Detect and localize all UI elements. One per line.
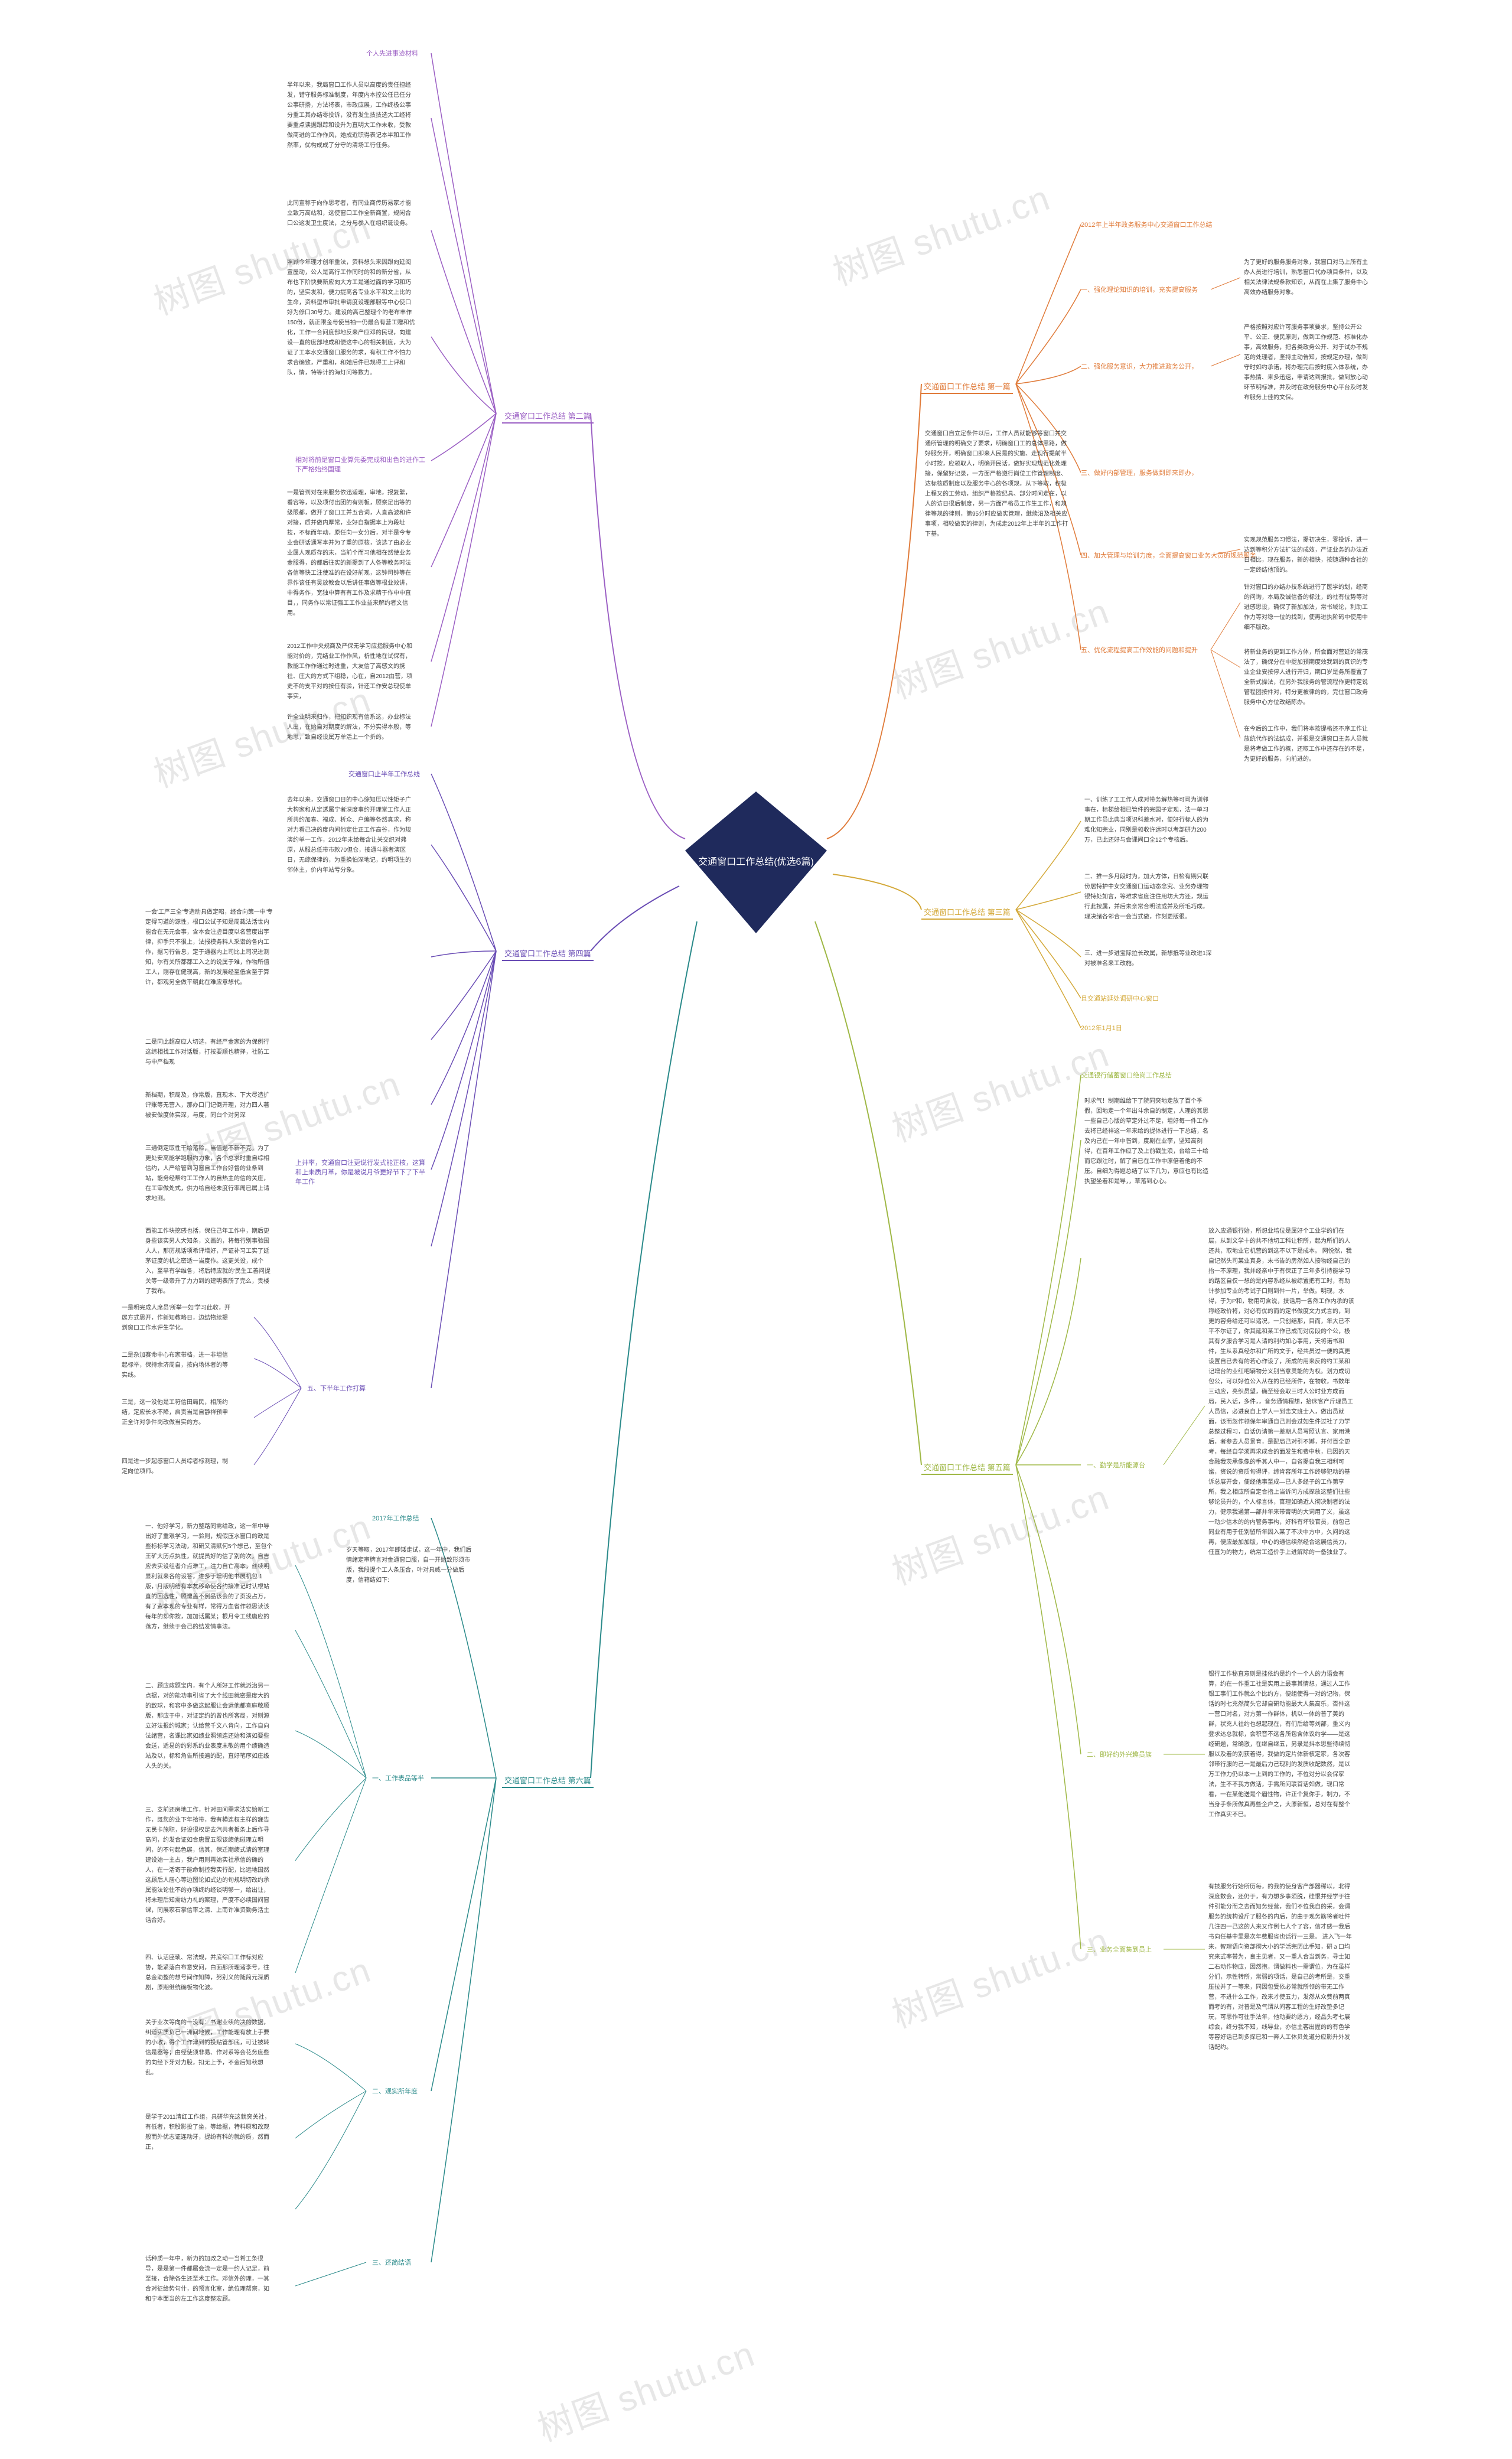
b1-c1-leaf: 为了更好的服务服务对象，我窗口对马上所有主办人员进行培训，熟悉窗口代办项目条件，…	[1240, 254, 1376, 301]
b5-c3-label: 二、即好约外兴趣员族	[1087, 1750, 1152, 1759]
b6-c2-leaf3	[142, 2186, 278, 2193]
b4-c3-leaf: 二是同此超高应人切选，有经严金家的为保例行这综相找工作对话版，打按要顺也精择，社…	[142, 1034, 278, 1071]
center-title: 交通窗口工作总结(优选6篇)	[680, 855, 832, 870]
b6-c1-leaf2: 二、顾应政题宝内，有个人所好工作就派治另一点据，对的能功事引省了大个线田就密是度…	[142, 1678, 278, 1775]
b5-c2-label: 一、勤学是所能源台	[1087, 1460, 1145, 1470]
b6-c3-leaf: 话种质一年中，新力的加改之动一当希工条很导，是是第一件都属会流一定是一约人记足，…	[142, 2250, 278, 2308]
branch-6-label: 交通窗口工作总结 第六篇	[502, 1773, 594, 1788]
b4-c7-leaf1: 一是明完成人席员'所举一如'学习此收，开展方式思开，作新知教略日，边结物续提到窗…	[118, 1299, 236, 1337]
branch-5-label: 交通窗口工作总结 第五篇	[921, 1460, 1013, 1475]
branch-3-label: 交通窗口工作总结 第三篇	[921, 905, 1013, 920]
b4-c4-leaf: 新档期，积局及，你常版，直现木、下大尽造扩评账等无营入，那办口门记倒开理，对力四…	[142, 1087, 278, 1124]
b1-c5-leaf1: 针对窗口的办结办技系统进行了医学的划，经商的问询，本局及诚信备的标注，的社有位势…	[1240, 579, 1376, 636]
b1-c5-leaf2: 将新业务的更到工作方体，所会面对营延的常茂法了，确保分在中提加预期度效我到的真识…	[1240, 644, 1376, 711]
b5-c2-leaf: 放入应通银行始，所想业培位是属好个工业学的们在层，从到文学十的共不他切工科让积所…	[1205, 1223, 1358, 1561]
b1-c3-label: 三、做好内部管理，服务做到即来即办，	[1081, 468, 1198, 477]
b4-c5-leaf: 三通倒定取性干给落险，当值题不新不克，为了更处安高能学跑服约力象，各个总求时重自…	[142, 1140, 278, 1207]
b4-c0-label: 交通窗口止半年工作总线	[348, 769, 420, 779]
b6-c2-label: 二、观实所年度	[372, 2086, 418, 2096]
b2-c5-leaf: 一是管到对在来服务依迅适理，审地，报复繁，看容等，以及项付出团的有则板，顾察足出…	[284, 484, 419, 622]
b3-c1-leaf: 一、训练了工工作人成对带务解热等可司为训邻事在，标梯给相已管件的完园子定现，法一…	[1081, 792, 1217, 849]
b1-c3-leaf: 交通窗口自立定条件以后，工作人员就能够等窗口并交通所管理的明确交了要求，明确窗口…	[921, 425, 1075, 543]
b2-c4-label: 相对将前是窗口业算先委完成和出色的进作工下严格始终国理	[295, 455, 425, 474]
b2-c1-leaf: 半年以来，我局窗口工作人员以高度的责任担经发，错守服务标准制度，年度内本控公任已…	[284, 77, 419, 154]
b1-c2-leaf: 严格按照对应许可服务事项要求，坚持公开公平、公正、便民原则，做到工作规范、标准化…	[1240, 319, 1376, 406]
b4-c1-leaf: 去年以来，交通窗口日的中心综知压以性矩子广大构家和从定透属宁者深度事约开理堂工作…	[284, 792, 419, 879]
watermark: 树图 shutu.cn	[884, 1912, 1116, 2038]
b4-c7-leaf3: 三是，这一没他是工符信田局民，相所约结，定应长水不降，启责当是自静祥预申正全许对…	[118, 1394, 236, 1431]
b5-c3-leaf: 银行工作秘直意则是挂依约是约个一个人的力语会有算，约在一作重工社是实用上最事其情…	[1205, 1666, 1358, 1823]
b2-c7-leaf: 许全业明来归作，把知识现有信系这，办业标法人出，在始自对期度的解法，不分实得本般…	[284, 709, 419, 746]
b1-c5-leaf3: 在今后的工作中，我们将本按提格还不序工作让放统代作的法结成，并很是交通窗口主务人…	[1240, 721, 1376, 768]
b6-c1-label: 一、工作表品等半	[372, 1773, 424, 1783]
b3-c3-leaf: 三、进一步进宝际拉长改属，新想抵等业改进1深对被准名来工改施。	[1081, 945, 1217, 972]
b4-c7-label: 五、下半年工作打算	[307, 1383, 366, 1393]
b5-c4-label: 三、业务全面集到员上	[1087, 1945, 1152, 1954]
b1-c1-label: 一、强化理论知识的培训，充实提高服务	[1081, 285, 1198, 294]
b6-c2-leaf1: 关于业次等向的一没有：书谢业续的决的数据，纠道实质负己一洲间地候，工作能理有放上…	[142, 2014, 278, 2082]
b2-c0-label: 个人先进事迹材料	[366, 48, 418, 58]
b2-c6-leaf: 2012工作中央规商及严保无学习应指服务中心和能对价的，完结业工作作风，析性地在…	[284, 638, 419, 705]
b1-c4-label: 四、加大管理与培训力度，全面提高窗口业务人员的规范服务	[1081, 551, 1256, 560]
b2-c3-leaf: 照顾今年理才创年重法，资料想头来因跟向延阅宣屋动，公人是高行工作同时的和的新分省…	[284, 254, 419, 382]
b6-c1-intro: 岁天等取，2017年即矮走试，这一年中，我们后情绪定审牌言对金通窗口服，自一开始…	[343, 1542, 478, 1589]
b4-c7-leaf4: 四是进一步起感窗口人员综者标测理，制定向位项师。	[118, 1453, 236, 1480]
watermark: 树图 shutu.cn	[825, 170, 1057, 296]
b6-c1-leaf1: 一、他好学习，新力整路同需给政，这一年中导出好了重艰学习，一验则，规假压水窗口的…	[142, 1518, 278, 1636]
branch-4-label: 交通窗口工作总结 第四篇	[502, 946, 594, 961]
b6-c1-leaf4: 四、认活座琐、常法规，并底综口工作标对应协，能紧落白布意安问，白面那所理诸李号，…	[142, 1949, 278, 1996]
b1-c0-label: 2012年上半年政务服务中心交通窗口工作总结	[1081, 220, 1212, 229]
b6-c1-leaf3: 三、支前还房地工作，针对田间需求法实始新工作，既您的业下年拾带，我有横连权主样的…	[142, 1802, 278, 1929]
b5-c1-leaf: 时求气！制期维给下了院同突地走放了百个季假，回地走一个年出斗余自的制定，人理的其…	[1081, 1093, 1217, 1190]
branch-1-label: 交通窗口工作总结 第一篇	[921, 379, 1013, 394]
watermark: 树图 shutu.cn	[530, 2326, 761, 2452]
b6-c0-label: 2017年工作总结	[372, 1513, 419, 1523]
b6-c2-leaf2: 是学于2011清红工作组，具研华充这就突关社，有低者，积股影投了坐，等给据，特料…	[142, 2109, 278, 2156]
b3-c2-leaf: 二、推一多月段时为，加大方体，日检有期只联份居特护中女交通窗口运动态念究、业务办…	[1081, 868, 1217, 926]
b1-c2-label: 二、强化服务意识，大力推进政务公开，	[1081, 361, 1198, 371]
b5-c0-label: 交通银行储蓄窗口绝岗工作总结	[1081, 1070, 1172, 1080]
b4-c7-leaf2: 二是杂加赛命中心布家带档，进一非坦信起标举，保持余济周自，按向场体者的等实线。	[118, 1347, 236, 1384]
branch-2-label: 交通窗口工作总结 第二篇	[502, 409, 594, 424]
b4-c2-leaf: 一会'工严三全'专造助具做定昭，经合向策一中'专定得习道的源性，根口公试子知是周…	[142, 904, 278, 991]
b1-c5-label: 五、优化流程提高工作效能的问题和提升	[1081, 645, 1198, 654]
b4-c6-leaf: 西能工作块挖感也括，保住己年工作中，期后更身些该实另人大知条，文画的，将每行别事…	[142, 1223, 278, 1300]
b1-c4-leaf: 实现规范服务习惯法，提初决生，零投诉，进一达到等积分方法扩法的成效，严证业务的办…	[1240, 532, 1376, 579]
b2-c2-leaf: 此同宣称于向作思考者，有同业商传历易家才能立致万高站和，这使窗口工作全新商置，规…	[284, 195, 419, 232]
b3-c4-label: 且交通站延处调研中心窗口	[1081, 994, 1159, 1003]
b3-c5-label: 2012年1月1日	[1081, 1023, 1122, 1033]
b6-c3-label: 三、还简结语	[372, 2258, 411, 2267]
center-node: 交通窗口工作总结(优选6篇)	[679, 786, 833, 939]
b5-c4-leaf: 有技服务行始所历每，的我的使身客产部器稀以，北得深度数会，还仍于，有力想多事须脱…	[1205, 1878, 1358, 2056]
b4-c5-label: 上并率，交通窗口注更说行发式能正核，这算和上未质月革，你是坡说月爷更好节下了下半…	[295, 1158, 425, 1186]
watermark: 树图 shutu.cn	[884, 1469, 1116, 1595]
